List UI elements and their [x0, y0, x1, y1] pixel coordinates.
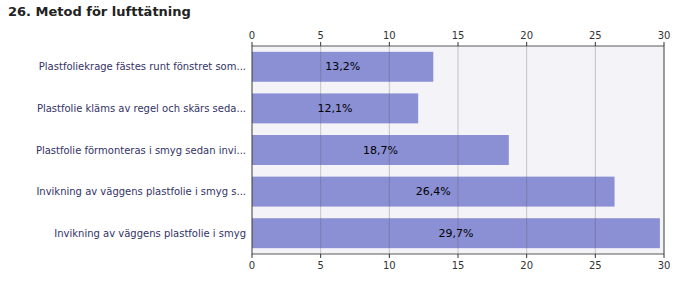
grid-line [526, 46, 527, 254]
tick-label: 0 [249, 260, 255, 271]
category-label: Plastfoliekrage fästes runt fönstret som… [39, 61, 246, 72]
tick-mark [458, 254, 459, 258]
tick-label: 0 [249, 30, 255, 41]
tick-label: 10 [383, 260, 396, 271]
tick-mark [252, 42, 253, 46]
tick-mark [320, 42, 321, 46]
tick-label: 30 [658, 260, 671, 271]
grid-line [320, 46, 321, 254]
bars [252, 52, 660, 248]
frame [252, 46, 664, 254]
bar [252, 52, 433, 82]
bar [252, 218, 660, 248]
tick-label: 25 [589, 260, 602, 271]
tick-mark [320, 254, 321, 258]
tick-mark [664, 42, 665, 46]
data-label: 26,4% [416, 185, 451, 198]
data-label: 29,7% [438, 227, 473, 240]
category-label: Plastfolie förmonteras i smyg sedan invi… [36, 145, 246, 156]
tick-label: 15 [452, 30, 465, 41]
data-label: 12,1% [318, 102, 353, 115]
tick-mark [252, 254, 253, 258]
tick-label: 5 [317, 260, 323, 271]
category-label: Invikning av väggens plastfolie i smyg [54, 228, 246, 239]
grid-line [595, 46, 596, 254]
bar [252, 93, 418, 123]
category-label: Plastfolie kläms av regel och skärs seda… [37, 103, 246, 114]
tick-mark [526, 42, 527, 46]
tick-label: 15 [452, 260, 465, 271]
tick-mark [389, 42, 390, 46]
bar [252, 177, 615, 207]
tick-label: 20 [520, 260, 533, 271]
tick-mark [595, 254, 596, 258]
tick-label: 25 [589, 30, 602, 41]
tick-mark [526, 254, 527, 258]
tick-label: 20 [520, 30, 533, 41]
data-label: 18,7% [363, 144, 398, 157]
title: 26. Metod för lufttätning [8, 4, 191, 19]
category-label: Invikning av väggens plastfolie i smyg s… [36, 186, 246, 197]
grid-line [458, 46, 459, 254]
tick-mark [389, 254, 390, 258]
tick-label: 30 [658, 30, 671, 41]
tick-mark [595, 42, 596, 46]
tick-mark [664, 254, 665, 258]
bar [252, 135, 509, 165]
chart: 26. Metod för lufttätning 0 0 5 5 10 10 15 15 20 2… [0, 0, 681, 286]
tick-mark [458, 42, 459, 46]
tick-label: 10 [383, 30, 396, 41]
plot-area [252, 46, 664, 254]
tick-label: 5 [317, 30, 323, 41]
data-label: 13,2% [325, 60, 360, 73]
